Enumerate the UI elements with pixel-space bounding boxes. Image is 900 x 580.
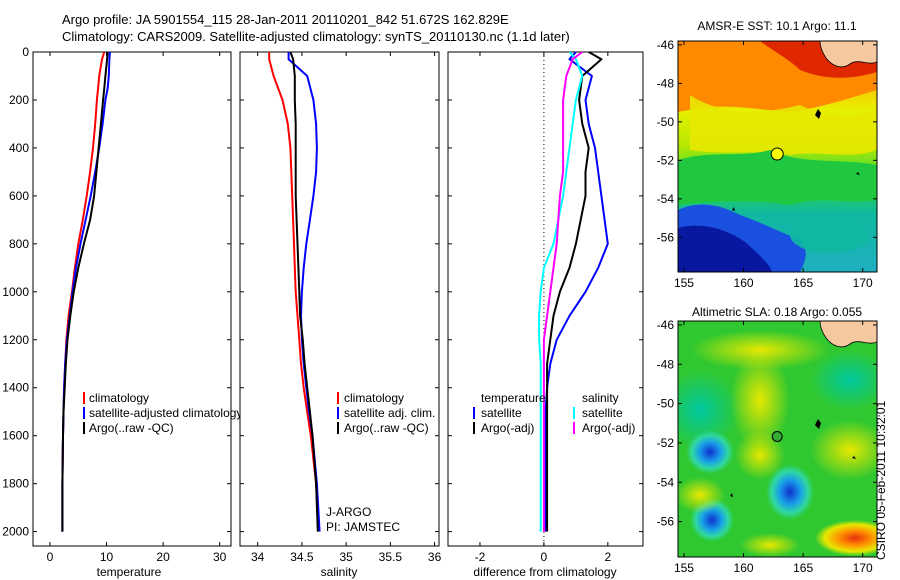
legend-label-sal-argo: Argo(-adj) [582, 421, 635, 435]
legend-label-sal-satellite: satellite [582, 406, 623, 420]
sst-map-title: AMSR-E SST: 10.1 Argo: 11.1 [697, 19, 857, 33]
map-lat-label: -50 [657, 397, 675, 411]
depth-tick-label: 1800 [2, 477, 29, 491]
x-tick-label: 34 [251, 550, 265, 564]
legend-title-temperature: temperature [481, 391, 546, 405]
x-tick-label: 36 [428, 550, 442, 564]
map-lat-label: -52 [657, 153, 675, 167]
x-tick-label: 30 [213, 550, 227, 564]
sla-map-panel: Altimetric SLA: 0.18 Argo: 0.055 155 160 1… [657, 305, 878, 575]
depth-axis: 0 200 400 600 800 1000 1200 1400 1600 1800 2000 [2, 45, 231, 539]
series-line-argo-adj- [542, 52, 583, 532]
temperature-xlabel: temperature [97, 565, 162, 579]
salinity-legend: climatology satellite adj. clim. Argo(..… [337, 391, 435, 435]
sla-map-axes: 155 160 165 170 -46 -48 -50 -52 -54 -56 [657, 318, 877, 575]
temperature-lines [61, 52, 111, 532]
salinity-axes-box [239, 51, 440, 547]
sst-map-panel: AMSR-E SST: 10.1 Argo: 11.1 155 160 165 170… [657, 19, 878, 290]
series-line-argo-adj- [546, 52, 603, 532]
map-lat-label: -56 [657, 515, 675, 529]
difference-panel: -2 0 2 difference from climatology tempera… [447, 51, 644, 579]
sla-float-marker [771, 431, 783, 442]
series-line-climatology [268, 52, 320, 532]
map-lat-label: -48 [657, 76, 675, 90]
depth-tick-label: 600 [9, 189, 29, 203]
difference-lines [538, 52, 609, 532]
map-lon-label: 155 [674, 276, 694, 290]
x-tick-label: 35.5 [379, 550, 403, 564]
sla-land [819, 321, 877, 348]
salinity-x-axis: 34 34.5 35 35.5 36 [251, 52, 442, 564]
pi-annotation: PI: JAMSTEC [326, 520, 400, 534]
sst-map-frame [677, 40, 878, 273]
depth-tick-label: 400 [9, 141, 29, 155]
map-lat-label: -50 [657, 115, 675, 129]
depth-tick-label: 200 [9, 93, 29, 107]
series-line-argo-raw-qc- [289, 52, 319, 532]
depth-tick-label: 1400 [2, 381, 29, 395]
sla-map-frame [677, 320, 878, 558]
sla-map-title: Altimetric SLA: 0.18 Argo: 0.055 [692, 305, 862, 319]
x-tick-label: 35 [339, 550, 353, 564]
x-tick-label: 20 [156, 550, 170, 564]
legend-label-satellite: satellite adj. clim. [344, 406, 435, 420]
x-tick-label: -2 [475, 550, 486, 564]
map-lon-label: 165 [793, 561, 813, 575]
legend-label-temp-satellite: satellite [481, 406, 522, 420]
map-lat-label: -52 [657, 436, 675, 450]
map-lat-label: -48 [657, 357, 675, 371]
series-line-satellite [544, 52, 609, 532]
x-tick-label: 34.5 [290, 550, 314, 564]
map-lat-label: -56 [657, 230, 675, 244]
legend-label-climatology: climatology [344, 391, 404, 405]
legend-label-climatology: climatology [89, 391, 149, 405]
depth-tick-label: 1600 [2, 429, 29, 443]
temperature-legend: climatology satellite-adjusted climatolo… [83, 391, 242, 435]
legend-title-salinity: salinity [582, 391, 619, 405]
legend-label-argo: Argo(..raw -QC) [344, 421, 429, 435]
depth-tick-label: 0 [22, 45, 29, 59]
series-line-argo-raw-qc- [61, 52, 109, 532]
salinity-panel: 34 34.5 35 35.5 36 salinity climatology sate… [239, 51, 442, 579]
depth-tick-label: 1000 [2, 285, 29, 299]
difference-xlabel: difference from climatology [473, 565, 616, 579]
temperature-panel: 0 200 400 600 800 1000 1200 1400 1600 1800 2000 0 1… [2, 45, 242, 579]
map-lon-label: 165 [793, 276, 813, 290]
map-lon-label: 160 [734, 561, 754, 575]
map-lon-label: 155 [674, 561, 694, 575]
map-lon-label: 170 [853, 561, 873, 575]
csiro-timestamp: CSIRO 05-Feb-2011 10:32:01 [874, 400, 888, 560]
sst-map-axes: 155 160 165 170 -46 -48 -50 -52 -54 -56 [657, 38, 877, 290]
x-tick-label: 2 [604, 550, 611, 564]
difference-y-ticks [448, 51, 643, 533]
depth-tick-label: 800 [9, 237, 29, 251]
sst-float-marker [770, 147, 784, 161]
salinity-lines [268, 52, 321, 532]
map-lat-label: -46 [657, 318, 675, 332]
jargo-annotation: J-ARGO [326, 505, 371, 519]
map-lat-label: -54 [657, 192, 675, 206]
salinity-xlabel: salinity [321, 565, 358, 579]
map-lon-label: 170 [853, 276, 873, 290]
temperature-axes-box [32, 51, 232, 547]
legend-label-temp-argo: Argo(-adj) [481, 421, 534, 435]
depth-tick-label: 1200 [2, 333, 29, 347]
x-tick-label: 0 [47, 550, 54, 564]
sst-land [819, 41, 877, 68]
climatology-title: Climatology: CARS2009. Satellite-adjuste… [62, 29, 570, 44]
series-line-satellite [538, 52, 584, 532]
map-lat-label: -54 [657, 475, 675, 489]
map-lat-label: -46 [657, 38, 675, 52]
map-lon-label: 160 [734, 276, 754, 290]
x-tick-label: 0 [541, 550, 548, 564]
depth-tick-label: 2000 [2, 525, 29, 539]
salinity-y-ticks [240, 51, 439, 533]
legend-label-satellite: satellite-adjusted climatology [89, 406, 242, 420]
legend-label-argo: Argo(..raw -QC) [89, 421, 174, 435]
profile-title: Argo profile: JA 5901554_115 28-Jan-2011… [62, 12, 509, 27]
difference-legend: temperature satellite Argo(-adj) salinit… [473, 391, 635, 435]
x-tick-label: 10 [100, 550, 114, 564]
